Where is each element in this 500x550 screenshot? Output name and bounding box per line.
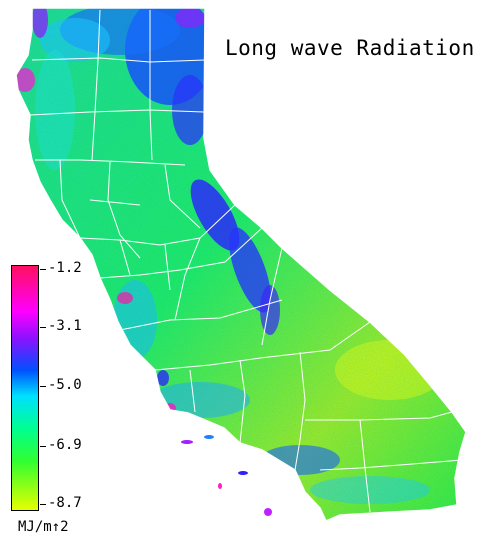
legend-tick-label: -1.2 (48, 260, 82, 276)
county-boundaries (29, 9, 463, 513)
legend-tick-label: -6.9 (48, 437, 82, 453)
legend-tick-label: -8.7 (48, 495, 82, 511)
legend-tick (40, 269, 46, 270)
legend-tick-label: -3.1 (48, 318, 82, 334)
legend-tick (40, 327, 46, 328)
legend-tick (40, 386, 46, 387)
legend-unit-label: MJ/m↑2 (18, 519, 69, 535)
state-fill (16, 8, 466, 521)
legend-tick (40, 504, 46, 505)
legend-tick (40, 446, 46, 447)
color-scale-bar (11, 265, 39, 511)
map-title: Long wave Radiation (225, 36, 475, 60)
islands (181, 435, 272, 516)
legend-tick-label: -5.0 (48, 377, 82, 393)
